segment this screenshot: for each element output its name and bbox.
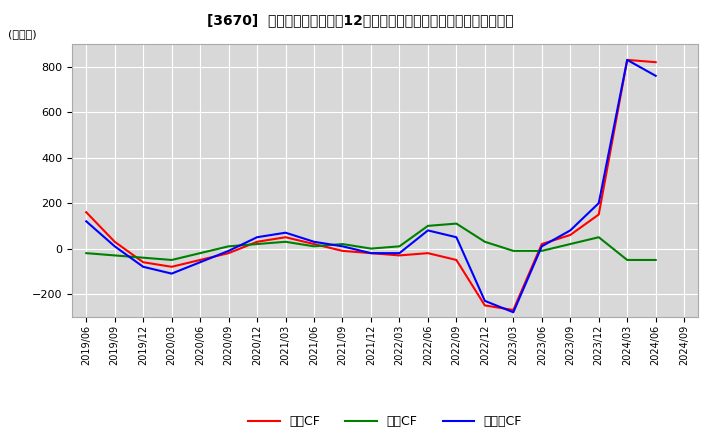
Text: [3670]  キャッシュフローの12か月移動合計の対前年同期増減額の推移: [3670] キャッシュフローの12か月移動合計の対前年同期増減額の推移 <box>207 13 513 27</box>
投資CF <box>395 244 404 249</box>
フリーCF <box>110 244 119 249</box>
営業CF <box>423 250 432 256</box>
投資CF <box>623 257 631 263</box>
投資CF <box>139 255 148 260</box>
フリーCF <box>452 235 461 240</box>
フリーCF <box>537 244 546 249</box>
営業CF <box>110 239 119 244</box>
Line: フリーCF: フリーCF <box>86 60 656 312</box>
フリーCF <box>282 230 290 235</box>
フリーCF <box>253 235 261 240</box>
フリーCF <box>310 239 318 244</box>
営業CF <box>509 307 518 312</box>
Line: 営業CF: 営業CF <box>86 60 656 310</box>
投資CF <box>595 235 603 240</box>
フリーCF <box>480 298 489 304</box>
フリーCF <box>196 260 204 265</box>
営業CF <box>537 242 546 247</box>
投資CF <box>282 239 290 244</box>
営業CF <box>282 235 290 240</box>
フリーCF <box>595 201 603 206</box>
営業CF <box>652 59 660 65</box>
投資CF <box>452 221 461 226</box>
フリーCF <box>623 57 631 62</box>
投資CF <box>167 257 176 263</box>
投資CF <box>537 248 546 253</box>
投資CF <box>310 244 318 249</box>
フリーCF <box>366 250 375 256</box>
Y-axis label: (百万円): (百万円) <box>8 29 36 39</box>
フリーCF <box>167 271 176 276</box>
営業CF <box>623 57 631 62</box>
営業CF <box>139 260 148 265</box>
フリーCF <box>338 244 347 249</box>
投資CF <box>509 248 518 253</box>
営業CF <box>595 212 603 217</box>
営業CF <box>196 257 204 263</box>
フリーCF <box>82 219 91 224</box>
Line: 投資CF: 投資CF <box>86 224 656 260</box>
フリーCF <box>652 73 660 78</box>
投資CF <box>225 244 233 249</box>
営業CF <box>452 257 461 263</box>
投資CF <box>110 253 119 258</box>
投資CF <box>196 250 204 256</box>
フリーCF <box>509 310 518 315</box>
営業CF <box>82 209 91 215</box>
営業CF <box>338 248 347 253</box>
フリーCF <box>423 228 432 233</box>
投資CF <box>566 242 575 247</box>
営業CF <box>253 239 261 244</box>
営業CF <box>225 250 233 256</box>
投資CF <box>423 223 432 228</box>
投資CF <box>338 242 347 247</box>
投資CF <box>366 246 375 251</box>
営業CF <box>480 303 489 308</box>
フリーCF <box>139 264 148 269</box>
投資CF <box>480 239 489 244</box>
フリーCF <box>566 228 575 233</box>
フリーCF <box>395 250 404 256</box>
Legend: 営業CF, 投資CF, フリーCF: 営業CF, 投資CF, フリーCF <box>243 411 527 433</box>
営業CF <box>310 242 318 247</box>
投資CF <box>652 257 660 263</box>
営業CF <box>366 250 375 256</box>
営業CF <box>167 264 176 269</box>
フリーCF <box>225 248 233 253</box>
営業CF <box>395 253 404 258</box>
営業CF <box>566 232 575 238</box>
投資CF <box>82 250 91 256</box>
投資CF <box>253 242 261 247</box>
